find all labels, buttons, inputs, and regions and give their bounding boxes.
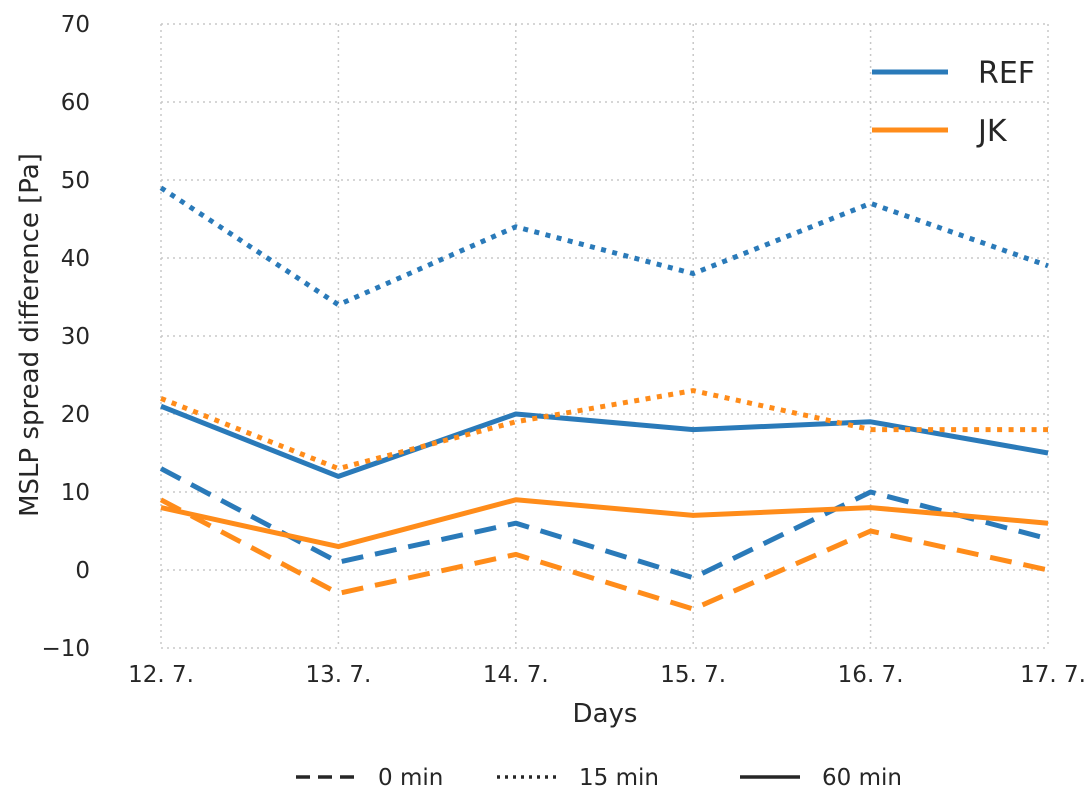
y-tick-label: 30: [61, 324, 90, 350]
style-label-dotted: 15 min: [579, 765, 659, 791]
series-line-ref-0-min: [159, 466, 1049, 581]
style-label-solid: 60 min: [822, 765, 902, 791]
y-tick-label: 0: [75, 558, 90, 584]
x-tick-label: 13. 7.: [305, 662, 371, 688]
line-style-legend: 0 min 15 min 60 min: [296, 765, 902, 791]
x-axis-label: Days: [573, 699, 638, 729]
series-line-ref-15-min: [159, 185, 1049, 308]
y-tick-label: 70: [61, 12, 90, 38]
series-layer: [159, 185, 1049, 612]
legend-label-ref: REF: [978, 56, 1035, 91]
x-tick-label: 15. 7.: [660, 662, 726, 688]
x-tick-label: 16. 7.: [838, 662, 904, 688]
y-tick-label: −10: [41, 636, 90, 662]
y-tick-label: 60: [61, 90, 90, 116]
y-tick-label: 50: [61, 168, 90, 194]
x-tick-label: 14. 7.: [483, 662, 549, 688]
grid-layer: [160, 23, 1049, 649]
series-line-jk-0-min: [159, 497, 1049, 612]
series-line-ref-60-min: [160, 403, 1049, 479]
x-tick-labels: 12. 7. 13. 7. 14. 7. 15. 7. 16. 7. 17. 7.: [128, 662, 1086, 688]
y-axis-label: MSLP spread difference [Pa]: [15, 153, 45, 517]
series-line-jk-15-min: [160, 388, 1048, 472]
series-line-jk-60-min: [160, 497, 1049, 550]
style-label-dashed: 0 min: [378, 765, 443, 791]
x-tick-label: 12. 7.: [128, 662, 194, 688]
x-tick-label: 17. 7.: [1020, 662, 1086, 688]
legend-label-jk: JK: [976, 114, 1008, 149]
y-tick-label: 10: [61, 480, 90, 506]
y-tick-labels: −10 0 10 20 30 40 50 60 70: [41, 12, 90, 662]
y-tick-label: 40: [61, 246, 90, 272]
y-tick-label: 20: [61, 402, 90, 428]
model-legend: REF JK: [872, 56, 1035, 149]
